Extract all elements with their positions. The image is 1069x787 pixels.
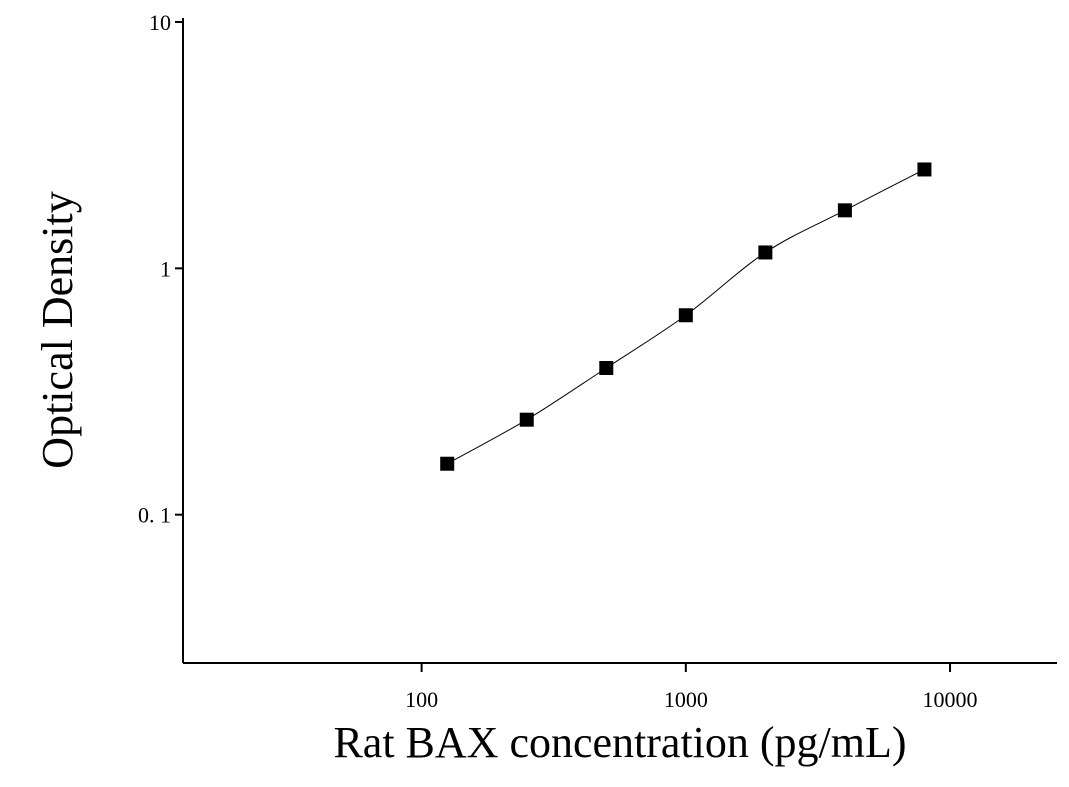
y-axis-title: Optical Density [33,191,82,468]
x-tick-label: 1000 [664,687,708,712]
x-tick-label: 100 [405,687,438,712]
data-point [758,245,773,260]
data-point [440,456,455,471]
x-axis-title: Rat BAX concentration (pg/mL) [333,718,906,767]
y-tick-label: 0. 1 [138,503,171,528]
data-point [519,412,534,427]
data-point [917,162,932,177]
data-point [599,360,614,375]
data-point [678,308,693,323]
y-tick-label: 1 [160,256,171,281]
x-tick-label: 10000 [923,687,978,712]
data-point [837,203,852,218]
y-tick-label: 10 [149,10,171,35]
